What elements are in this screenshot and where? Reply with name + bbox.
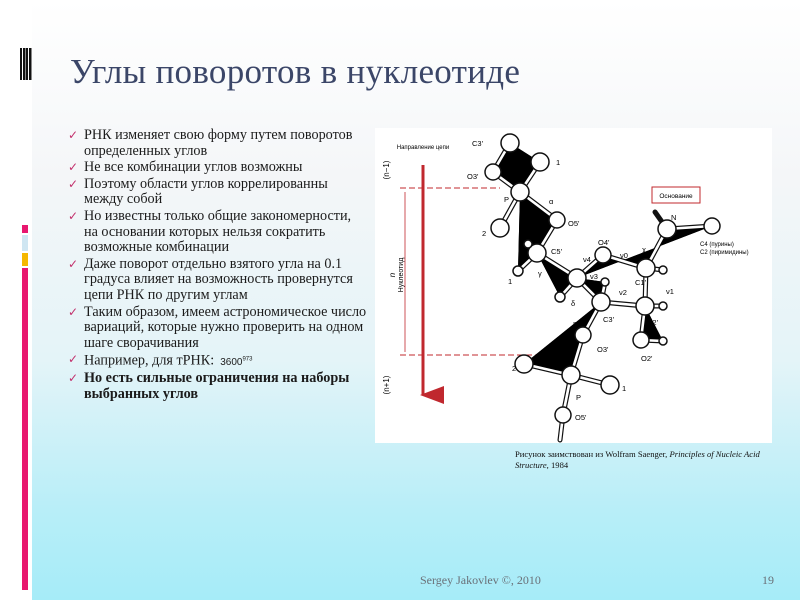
c4-purine-label: C4 (пурины) <box>700 242 734 248</box>
bullet-item: ✓ Например, для тРНК: 3600973 <box>68 352 368 370</box>
atom-label: 2 <box>512 364 516 373</box>
checkmark-icon: ✓ <box>68 128 79 142</box>
atom-label: P <box>576 393 581 402</box>
angle-label: ν3 <box>590 272 598 281</box>
atom-label: O3' <box>597 345 609 354</box>
nucleotide-structure-svg: Направление цепи (n−1) n Нуклеотид (n+1)… <box>382 133 749 443</box>
atom-label: O5' <box>575 413 587 422</box>
bullet-text: Не все комбинации углов возможны <box>84 159 303 176</box>
base-box <box>651 186 701 204</box>
atom-label: O3' <box>467 172 479 181</box>
atom-label: 1 <box>556 158 560 167</box>
atom-label: P <box>504 195 509 204</box>
checkmark-icon: ✓ <box>68 352 79 367</box>
angle-label: δ <box>571 299 575 308</box>
atom-label: 2 <box>522 249 526 258</box>
n-label: n <box>388 272 397 277</box>
nucleotide-label: Нуклеотид <box>398 258 405 293</box>
atom-label: O2' <box>641 354 653 363</box>
atom-label: C3' <box>472 139 484 148</box>
accent-bar-yellow <box>22 253 28 266</box>
footer-author: Sergey Jakovlev ©, 2010 <box>420 573 541 587</box>
atom-label: 2 <box>482 229 486 238</box>
checkmark-icon: ✓ <box>68 176 79 191</box>
angle-label: β <box>527 227 532 236</box>
base-label: Основание <box>659 193 693 200</box>
bullet-text: Поэтому области углов коррелированны меж… <box>84 175 328 208</box>
formula-exponent: 973 <box>242 356 253 363</box>
checkmark-icon: ✓ <box>68 304 79 319</box>
nucleotide-diagram: Направление цепи (n−1) n Нуклеотид (n+1)… <box>375 128 772 443</box>
bullet-item: ✓ РНК изменяет свою форму путем поворотов… <box>68 127 368 159</box>
bullet-item: ✓ Не все комбинации углов возможны <box>68 159 368 176</box>
atom-label: 1 <box>622 384 626 393</box>
title-marker <box>20 48 32 80</box>
bullet-text: Таким образом, имеем астрономическое чис… <box>84 303 367 351</box>
angle-label: ν2 <box>619 288 627 297</box>
bullet-item: ✓ Но есть сильные ограничения на наборы в… <box>68 371 368 402</box>
bullet-text: Например, для тРНК: <box>84 352 215 369</box>
bullet-item: ✓ Поэтому области углов коррелированны ме… <box>68 175 368 208</box>
n-minus-1-label: (n−1) <box>382 160 391 179</box>
angle-label: ζ <box>561 351 565 360</box>
atom-label: N <box>671 213 676 222</box>
caption-year: , 1984 <box>546 460 569 470</box>
accent-bar-pink <box>22 268 28 590</box>
caption-book: Principles of Nucleic Acid Structure <box>515 449 760 470</box>
angle-label: χ <box>642 245 646 254</box>
bullet-text: Но есть сильные ограничения на наборы вы… <box>84 370 350 402</box>
bullet-text: Даже поворот отдельно взятого угла на 0.… <box>84 255 353 303</box>
atom-label: C3' <box>603 315 615 324</box>
atom-label: 1 <box>508 277 512 286</box>
c2-pyrimidine-label: C2 (пиримидины) <box>700 250 749 256</box>
checkmark-icon: ✓ <box>68 371 79 386</box>
bullet-text: РНК изменяет свою форму путем поворотов … <box>84 127 353 159</box>
slide-title: Углы поворотов в нуклеотиде <box>70 52 521 91</box>
bullet-text: Но известны только общие закономерности,… <box>84 207 352 256</box>
formula-base: 3600 <box>220 356 243 368</box>
atom-label: O5' <box>568 219 580 228</box>
atom-label: O4' <box>598 238 610 247</box>
accent-bar-pink-small <box>22 225 28 233</box>
angle-label: ε <box>573 319 577 328</box>
bullet-list: ✓ РНК изменяет свою форму путем поворотов… <box>68 127 368 403</box>
atom-label: C1' <box>635 278 647 287</box>
bullet-item: ✓ Но известны только общие закономерности… <box>68 207 368 256</box>
angle-label: ν4 <box>583 255 591 264</box>
checkmark-icon: ✓ <box>68 208 79 223</box>
bullet-item: ✓ Даже поворот отдельно взятого угла на 0… <box>68 255 368 304</box>
atom-labels: C3' O3' P 1 α O5' 2 β C5' 2 1 γ C4' δ O4… <box>467 139 676 422</box>
atom-label: C2' <box>647 318 659 327</box>
atom-label: C5' <box>551 247 563 256</box>
bullet-item: ✓ Таким образом, имеем астрономическое чи… <box>68 303 368 352</box>
checkmark-icon: ✓ <box>68 160 79 175</box>
atom-label: C4' <box>553 276 565 285</box>
slide-number: 19 <box>762 573 774 587</box>
angle-label: α <box>549 197 554 206</box>
checkmark-icon: ✓ <box>68 256 79 271</box>
direction-label: Направление цепи <box>397 145 449 151</box>
accent-bar-blue <box>22 235 28 251</box>
angle-label: ν1 <box>666 287 674 296</box>
atoms <box>484 133 721 424</box>
n-plus-1-label: (n+1) <box>382 375 391 394</box>
formula: 3600973 <box>220 356 253 368</box>
figure-caption: Рисунок заимствован из Wolfram Saenger, … <box>515 449 785 471</box>
angle-label: ν0 <box>620 251 628 260</box>
caption-text: Рисунок заимствован из Wolfram Saenger, <box>515 449 670 459</box>
angle-label: γ <box>538 269 542 278</box>
